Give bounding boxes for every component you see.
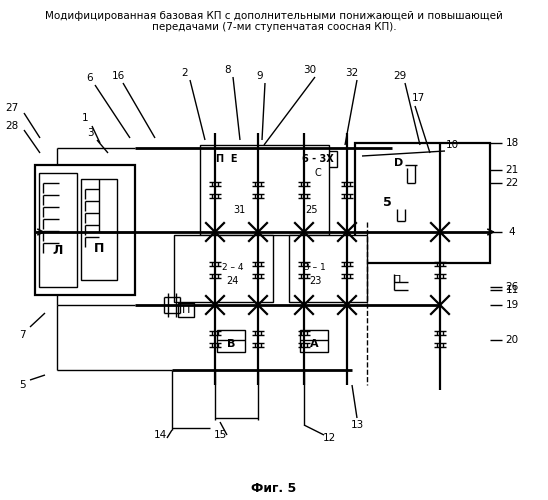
Bar: [299, 151, 337, 167]
Text: 17: 17: [412, 93, 425, 103]
Bar: [39, 173, 77, 287]
Text: 5: 5: [383, 196, 391, 208]
Text: 29: 29: [393, 71, 407, 81]
Bar: [355, 143, 490, 263]
Text: 13: 13: [350, 420, 364, 430]
Text: 16: 16: [111, 71, 124, 81]
Text: П  Е: П Е: [216, 154, 238, 164]
Text: С: С: [315, 168, 321, 178]
Text: Л: Л: [53, 244, 63, 256]
Text: А: А: [310, 339, 318, 349]
Bar: [289, 235, 367, 302]
Text: 3 – 1: 3 – 1: [304, 262, 326, 272]
Bar: [300, 330, 328, 352]
Text: 8: 8: [225, 65, 231, 75]
Text: П: П: [182, 305, 190, 315]
Bar: [217, 330, 245, 352]
Text: 15: 15: [213, 430, 227, 440]
Text: 4: 4: [509, 227, 515, 237]
Text: Фиг. 5: Фиг. 5: [252, 482, 296, 494]
Text: П: П: [393, 275, 401, 285]
Text: 21: 21: [505, 165, 518, 175]
Text: 11: 11: [505, 285, 518, 295]
Text: В: В: [227, 339, 235, 349]
Text: 28: 28: [5, 121, 19, 131]
Text: 2 – 4: 2 – 4: [222, 262, 244, 272]
Bar: [296, 260, 334, 274]
Text: 25: 25: [305, 205, 317, 215]
Text: 6 - 3Х: 6 - 3Х: [302, 154, 334, 164]
Text: 23: 23: [309, 276, 321, 286]
Text: П: П: [94, 242, 104, 254]
Text: 19: 19: [505, 300, 518, 310]
Text: 26: 26: [505, 282, 518, 292]
Text: 2: 2: [182, 68, 189, 78]
Text: 32: 32: [345, 68, 358, 78]
Text: 27: 27: [5, 103, 19, 113]
Bar: [200, 145, 329, 235]
Text: передачами (7-ми ступенчатая соосная КП).: передачами (7-ми ступенчатая соосная КП)…: [152, 22, 396, 32]
Bar: [174, 235, 273, 302]
Bar: [178, 303, 194, 317]
Text: 10: 10: [446, 140, 459, 150]
Text: 20: 20: [505, 335, 518, 345]
Text: 5: 5: [19, 380, 25, 390]
Bar: [81, 179, 117, 280]
Text: 22: 22: [505, 178, 518, 188]
Bar: [213, 151, 241, 167]
Bar: [296, 192, 326, 218]
Text: 12: 12: [322, 433, 335, 443]
Text: 31: 31: [233, 205, 245, 215]
Bar: [219, 190, 259, 218]
Text: 30: 30: [304, 65, 317, 75]
Bar: [213, 260, 253, 274]
Bar: [300, 274, 330, 288]
Bar: [35, 165, 135, 295]
Text: 9: 9: [256, 71, 263, 81]
Text: 3: 3: [87, 128, 93, 138]
Text: 7: 7: [19, 330, 25, 340]
Text: Модифицированная базовая КП с дополнительными понижающей и повышающей: Модифицированная базовая КП с дополнител…: [45, 11, 503, 21]
Bar: [217, 274, 247, 288]
Text: 18: 18: [505, 138, 518, 148]
Text: 6: 6: [87, 73, 93, 83]
Text: 14: 14: [153, 430, 167, 440]
Text: 24: 24: [226, 276, 238, 286]
Text: D: D: [395, 158, 404, 168]
Text: 1: 1: [82, 113, 88, 123]
